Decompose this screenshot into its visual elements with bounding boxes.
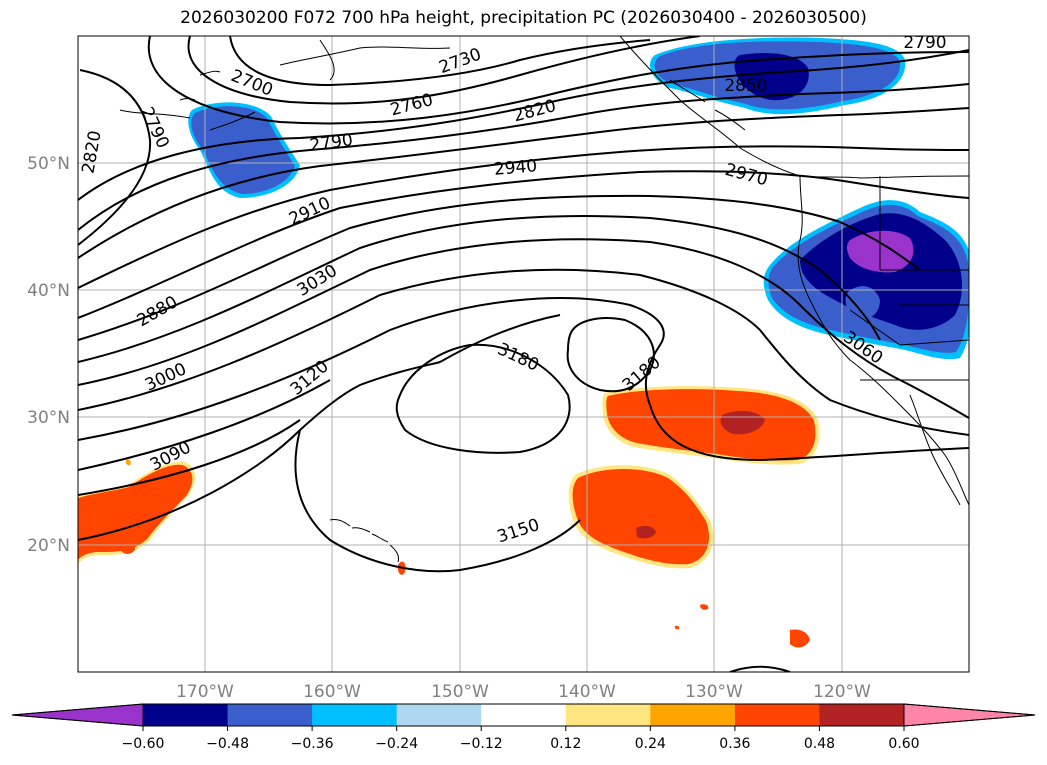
- height-contour-line: [78, 214, 881, 363]
- colorbar-segment: [819, 704, 905, 726]
- height-contour-line: [78, 268, 969, 436]
- precip-positive-area: [572, 469, 710, 565]
- precip-positive-area: [790, 629, 810, 648]
- height-contour-line: [78, 83, 969, 231]
- colorbar-tick-label: −0.12: [460, 736, 503, 752]
- precip-positive-area: [700, 604, 709, 610]
- latitude-label: 30°N: [27, 408, 70, 428]
- height-contour-line: [78, 379, 331, 471]
- longitude-axis: 170°W 160°W 150°W 140°W 130°W 120°W: [176, 682, 871, 702]
- colorbar-tick-label: −0.36: [291, 736, 334, 752]
- height-contour-line: [187, 36, 701, 105]
- precip-positive-area: [636, 525, 656, 539]
- colorbar-segment: [227, 704, 313, 726]
- colorbar-segment: [396, 704, 482, 726]
- colorbar-segment: [650, 704, 736, 726]
- coastline-alaska: [119, 39, 451, 131]
- map-plot-area: 2700 2730 2760 2790 2820 2850 2940 2970 …: [78, 33, 969, 672]
- precip-positive-area: [674, 625, 680, 630]
- colorbar-segment: [565, 704, 651, 726]
- height-contour-line: [147, 36, 969, 125]
- height-contour-line: [294, 429, 581, 573]
- colorbar-tick-label: 0.36: [719, 736, 750, 752]
- longitude-label: 160°W: [303, 682, 361, 702]
- coastline-west-na: [797, 175, 969, 506]
- colorbar-tick-label: −0.24: [375, 736, 418, 752]
- plot-frame: [77, 35, 970, 673]
- precip-positive-area: [606, 389, 816, 461]
- height-contour-line: [78, 107, 969, 259]
- height-contour-line: [78, 194, 921, 341]
- colorbar-tick-label: 0.48: [804, 736, 835, 752]
- colorbar-extend-high: [903, 703, 1036, 727]
- height-contour-line: [78, 49, 969, 201]
- colorbar-extend-low: [11, 703, 144, 727]
- precip-positive-area: [120, 538, 135, 554]
- contour-label: 2850: [724, 76, 767, 96]
- precip-negative-area: [734, 52, 809, 101]
- colorbar-segment: [481, 704, 567, 726]
- height-contour-line: [78, 170, 969, 319]
- height-contour-line: [729, 665, 791, 672]
- colorbar-tick-label: 0.24: [635, 736, 666, 752]
- height-contour-line: [78, 238, 969, 419]
- contour-label: 2790: [903, 33, 946, 53]
- coastline-vancouver-island: [669, 79, 746, 131]
- height-contour-line: [78, 314, 561, 541]
- colorbar: −0.60 −0.48 −0.36 −0.24 −0.12 0.12 0.24 0.36 0.4…: [11, 703, 1036, 752]
- gridlines: [78, 36, 969, 672]
- height-contour-line: [78, 419, 301, 496]
- coastline-hawaii: [329, 519, 399, 563]
- coastline-baja: [909, 394, 961, 506]
- latitude-label: 20°N: [27, 536, 70, 556]
- contour-label: 2940: [493, 156, 538, 180]
- coastlines: [119, 36, 969, 563]
- longitude-label: 170°W: [176, 682, 234, 702]
- colorbar-tick-label: −0.60: [122, 736, 165, 752]
- colorbar-tick-label: −0.48: [206, 736, 249, 752]
- precip-positive-area: [78, 464, 193, 560]
- height-contour-line: [78, 297, 969, 462]
- height-contour-line: [395, 343, 571, 454]
- precip-positive-area: [125, 459, 131, 466]
- height-contour-line: [566, 317, 655, 393]
- longitude-label: 120°W: [813, 682, 871, 702]
- latitude-label: 40°N: [27, 281, 70, 301]
- colorbar-segment: [734, 704, 820, 726]
- height-contours: [78, 36, 969, 672]
- longitude-label: 130°W: [685, 682, 743, 702]
- precip-negative-area: [845, 286, 880, 320]
- colorbar-tick-label: 0.12: [550, 736, 581, 752]
- colorbar-segment: [312, 704, 398, 726]
- colorbar-tick-label: 0.60: [888, 736, 919, 752]
- height-contour-line: [78, 145, 969, 289]
- height-contour-line: [78, 69, 152, 246]
- map-title: 2026030200 F072 700 hPa height, precipit…: [180, 8, 867, 28]
- longitude-label: 140°W: [558, 682, 616, 702]
- height-contour-line: [229, 36, 651, 87]
- longitude-label: 150°W: [431, 682, 489, 702]
- state-borders: [849, 176, 969, 381]
- latitude-axis: 50°N 40°N 30°N 20°N: [27, 154, 70, 556]
- latitude-label: 50°N: [27, 154, 70, 174]
- coastline-alaska-panhandle: [619, 36, 969, 179]
- colorbar-segment: [143, 704, 229, 726]
